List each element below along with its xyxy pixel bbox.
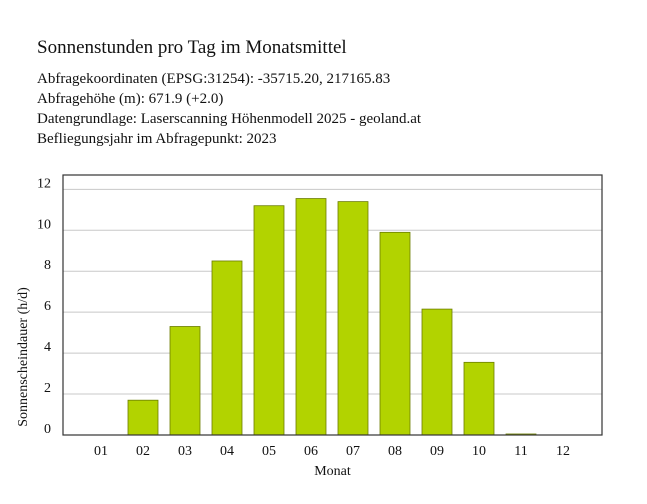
bar-09 — [421, 308, 453, 436]
y-tick-label: 10 — [37, 217, 51, 232]
x-tick-label: 09 — [430, 444, 444, 459]
bar-08 — [379, 231, 411, 436]
x-tick-label: 10 — [472, 444, 486, 459]
y-tick-label: 2 — [44, 381, 51, 396]
bar-07 — [337, 201, 369, 436]
bar-10 — [463, 361, 495, 436]
bar-06 — [295, 198, 327, 436]
query-coordinates: Abfragekoordinaten (EPSG:31254): -35715.… — [37, 71, 391, 87]
y-tick-label: 6 — [44, 299, 51, 314]
x-tick-label: 06 — [304, 444, 318, 459]
y-tick-label: 0 — [44, 422, 51, 437]
x-tick-label: 03 — [178, 444, 192, 459]
x-tick-label: 11 — [514, 444, 527, 459]
bar-04 — [211, 260, 243, 436]
bars — [127, 198, 537, 436]
y-tick-label: 4 — [44, 340, 51, 355]
bar-02 — [127, 399, 159, 436]
y-tick-labels: 0 2 4 6 8 10 12 — [37, 176, 51, 437]
plot-frame — [62, 174, 603, 436]
x-tick-label: 07 — [346, 444, 360, 459]
bar-05 — [253, 205, 285, 436]
x-tick-label: 04 — [220, 444, 234, 459]
x-tick-label: 02 — [136, 444, 150, 459]
query-height: Abfragehöhe (m): 671.9 (+2.0) — [37, 91, 224, 107]
y-tick-label: 12 — [37, 176, 51, 191]
y-tick-label: 8 — [44, 258, 51, 273]
data-source: Datengrundlage: Laserscanning Höhenmodel… — [37, 111, 422, 127]
chart-title: Sonnenstunden pro Tag im Monatsmittel — [37, 37, 347, 58]
x-tick-label: 05 — [262, 444, 276, 459]
bar-03 — [169, 326, 201, 436]
x-tick-label: 12 — [556, 444, 570, 459]
grid-lines — [63, 188, 602, 436]
x-tick-label: 08 — [388, 444, 402, 459]
x-axis-label: Monat — [314, 464, 351, 479]
survey-year: Befliegungsjahr im Abfragepunkt: 2023 — [37, 131, 277, 147]
y-axis-label: Sonnenscheindauer (h/d) — [16, 287, 31, 427]
x-tick-labels: 01 02 03 04 05 06 07 08 09 10 11 12 — [94, 444, 570, 459]
x-tick-label: 01 — [94, 444, 108, 459]
